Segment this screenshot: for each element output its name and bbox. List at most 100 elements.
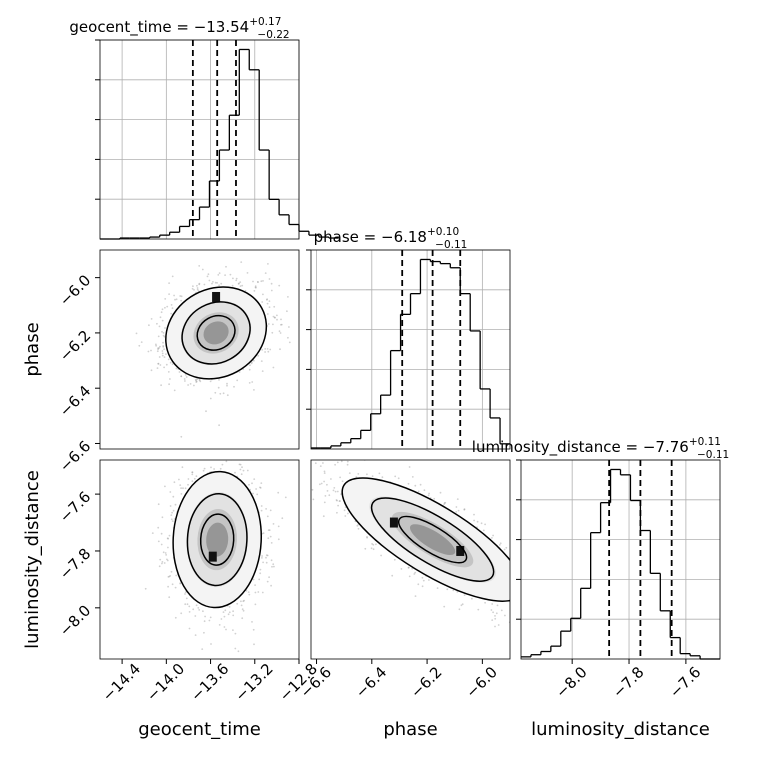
sample-point: [251, 381, 254, 383]
sample-point: [184, 374, 187, 376]
sample-point: [168, 293, 171, 295]
sample-point: [233, 385, 235, 388]
sample-point: [167, 546, 169, 549]
sample-point: [203, 620, 206, 623]
sample-point: [267, 263, 269, 265]
sample-point: [408, 575, 411, 578]
sample-point: [407, 566, 410, 569]
sample-point: [187, 483, 189, 486]
sample-point: [333, 487, 336, 489]
sample-point: [320, 482, 323, 485]
x-axis-label: phase: [383, 719, 437, 740]
sample-point: [157, 362, 160, 365]
sample-point: [180, 612, 183, 615]
sample-point: [171, 307, 174, 310]
sample-point: [530, 602, 532, 604]
sample-point: [381, 476, 384, 479]
sample-point: [160, 543, 163, 546]
sample-point: [344, 515, 347, 517]
sample-point: [473, 513, 475, 516]
sample-point: [271, 331, 274, 334]
sample-point: [179, 295, 182, 297]
sample-point: [529, 633, 531, 635]
sample-point: [198, 283, 201, 286]
sample-point: [270, 542, 273, 544]
sample-point: [191, 480, 194, 483]
sample-point: [494, 617, 497, 620]
sample-point: [288, 326, 290, 328]
sample-point: [254, 584, 256, 586]
sample-point: [249, 364, 251, 367]
sample-point: [157, 526, 160, 529]
sample-point: [247, 446, 249, 448]
sample-point: [393, 558, 396, 561]
sample-point: [160, 311, 163, 314]
sample-point: [179, 582, 182, 585]
sample-point: [261, 370, 264, 372]
sample-point: [265, 561, 268, 564]
sample-point: [259, 568, 262, 571]
contour-line: [370, 497, 495, 582]
sample-point: [279, 332, 282, 334]
sample-point: [234, 647, 237, 650]
sample-point: [270, 584, 272, 587]
sample-point: [458, 608, 461, 611]
sample-point: [517, 585, 519, 587]
sample-point: [248, 483, 250, 486]
sample-point: [203, 631, 205, 634]
title-minus-error: −0.11: [697, 449, 729, 461]
sample-point: [144, 587, 147, 590]
sample-point: [155, 343, 157, 346]
sample-point: [212, 281, 214, 283]
sample-point: [175, 367, 178, 370]
sample-point: [221, 463, 224, 466]
sample-point: [278, 284, 281, 287]
sample-point: [172, 509, 175, 512]
sample-point: [500, 609, 503, 612]
sample-point: [261, 591, 264, 594]
sample-point: [170, 570, 173, 573]
sample-point: [241, 466, 243, 469]
sample-point: [444, 501, 447, 504]
y-tick-label: −8.0: [56, 601, 94, 639]
contour-line: [199, 513, 235, 566]
sample-point: [227, 613, 230, 616]
sample-point: [195, 379, 198, 382]
sample-point: [179, 484, 182, 486]
sample-point: [530, 571, 532, 573]
panel-frame: [310, 459, 511, 660]
sample-point: [164, 306, 166, 309]
sample-point: [322, 462, 324, 464]
sample-point: [256, 493, 259, 496]
sample-point: [192, 608, 195, 611]
sample-point: [193, 384, 195, 387]
sample-point: [395, 458, 397, 460]
sample-point: [526, 569, 528, 571]
sample-point: [202, 469, 205, 472]
sample-point: [235, 277, 238, 280]
sample-point: [482, 529, 485, 532]
sample-point: [336, 499, 338, 502]
sample-point: [228, 611, 231, 614]
sample-point: [348, 472, 351, 474]
sample-point: [168, 596, 171, 599]
sample-point: [264, 348, 267, 350]
sample-point: [232, 614, 235, 617]
sample-point: [371, 475, 374, 478]
sample-point: [183, 378, 186, 380]
sample-point: [338, 500, 341, 502]
sample-point: [524, 561, 526, 563]
x-axis-label: geocent_time: [138, 719, 261, 740]
sample-point: [414, 571, 417, 574]
sample-point: [400, 568, 403, 570]
sample-point: [193, 477, 196, 480]
sample-point: [240, 261, 243, 263]
sample-point: [503, 548, 506, 551]
sample-point: [357, 527, 360, 530]
sample-point: [195, 380, 198, 383]
sample-point: [171, 520, 174, 522]
sample-point: [164, 552, 167, 554]
x-tick-label: −8.0: [552, 663, 590, 701]
sample-point: [167, 371, 170, 373]
